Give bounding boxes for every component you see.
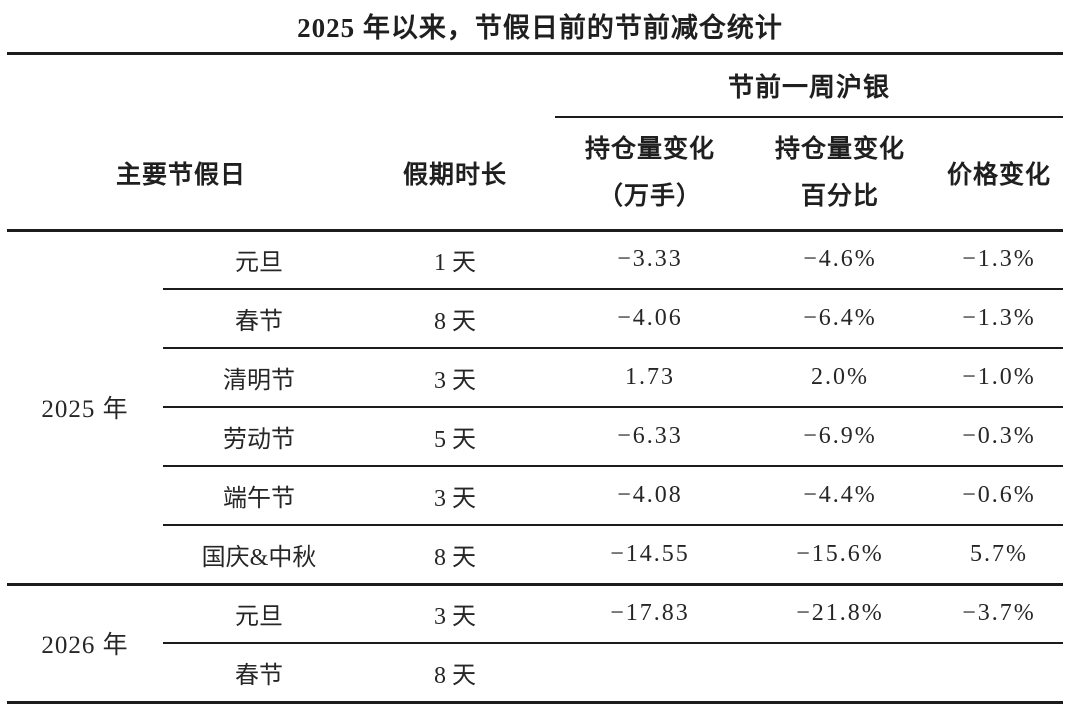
price-change-cell: −0.6%: [935, 466, 1064, 526]
oi-pct-cell: −4.4%: [745, 466, 935, 526]
oi-change-cell: −4.08: [555, 466, 745, 526]
oi-pct-cell: −6.9%: [745, 407, 935, 467]
oi-change-cell: [555, 643, 745, 702]
table-row: 春节 8 天 −4.06 −6.4% −1.3%: [7, 289, 1064, 349]
duration-cell: 3 天: [355, 348, 555, 408]
holiday-reduction-table: 节前一周沪银 主要节假日 假期时长 持仓量变化 （万手） 持仓量变化 百分比: [7, 52, 1064, 704]
holiday-cell: 劳动节: [163, 407, 355, 467]
oi-change-cell: −17.83: [555, 584, 745, 644]
table-row: 2025 年 元旦 1 天 −3.33 −4.6% −1.3%: [7, 230, 1064, 586]
col-header-price-change: 价格变化: [935, 116, 1064, 232]
holiday-cell: 春节: [163, 289, 355, 349]
duration-cell: 5 天: [355, 407, 555, 467]
duration-cell: 8 天: [355, 289, 555, 349]
col-header-duration: 假期时长: [355, 116, 555, 232]
table-row: 端午节 3 天 −4.08 −4.4% −0.6%: [7, 466, 1064, 526]
spanner-row: 节前一周沪银: [7, 53, 1064, 118]
col-header-oi-change: 持仓量变化 （万手）: [555, 116, 745, 232]
col-header-oi-pct: 持仓量变化 百分比: [745, 116, 935, 232]
oi-change-cell: −4.06: [555, 289, 745, 349]
oi-change-cell: −3.33: [555, 230, 745, 290]
spanner-spacer: [7, 54, 555, 117]
price-change-cell: −1.3%: [935, 230, 1064, 290]
oi-pct-cell: −4.6%: [745, 230, 935, 290]
duration-cell: 3 天: [355, 584, 555, 644]
oi-pct-cell: 2.0%: [745, 348, 935, 408]
oi-change-cell: −14.55: [555, 525, 745, 586]
holiday-cell: 国庆&中秋: [163, 525, 355, 586]
col-header-oi-pct-line1: 持仓量变化: [774, 136, 905, 163]
col-header-oi-change-line2: （万手）: [597, 183, 702, 210]
col-header-oi-pct-line2: 百分比: [800, 183, 879, 210]
table-row: 春节 8 天: [7, 643, 1063, 702]
col-header-oi-change-line1: 持仓量变化: [584, 136, 715, 163]
oi-change-cell: −6.33: [555, 407, 745, 467]
price-change-cell: −0.3%: [935, 407, 1064, 467]
price-change-cell: [935, 643, 1063, 702]
oi-pct-cell: −21.8%: [745, 584, 935, 644]
year-cell-2025: 2025 年: [7, 230, 163, 586]
duration-cell: 1 天: [355, 230, 555, 290]
holiday-cell: 端午节: [163, 466, 355, 526]
price-change-cell: −1.3%: [935, 289, 1064, 349]
price-change-cell: −1.0%: [935, 348, 1064, 408]
year-cell-2026: 2026 年: [41, 632, 129, 659]
table-row: 国庆&中秋 8 天 −14.55 −15.6% 5.7%: [7, 525, 1064, 586]
holiday-cell: 春节: [235, 662, 283, 689]
oi-pct-cell: −6.4%: [745, 289, 935, 349]
table-row: 劳动节 5 天 −6.33 −6.9% −0.3%: [7, 407, 1064, 467]
col-header-holiday: 主要节假日: [7, 116, 355, 232]
holiday-cell: 清明节: [163, 348, 355, 408]
oi-pct-cell: [745, 643, 935, 702]
table-row: 2026 年 元旦 3 天 −17.83 −21.8% −3.7%: [7, 584, 1064, 659]
holiday-cell: 元旦: [163, 584, 355, 644]
table-row: 清明节 3 天 1.73 2.0% −1.0%: [7, 348, 1064, 408]
column-header-row: 主要节假日 假期时长 持仓量变化 （万手） 持仓量变化 百分比 价格变化: [7, 116, 1064, 232]
oi-change-cell: 1.73: [555, 348, 745, 408]
oi-pct-cell: −15.6%: [745, 525, 935, 586]
duration-cell: 8 天: [434, 662, 476, 689]
spanner-label-silver-week: 节前一周沪银: [555, 53, 1064, 118]
duration-cell: 8 天: [355, 525, 555, 586]
table-title: 2025 年以来，节假日前的节前减仓统计: [297, 13, 783, 43]
holiday-cell: 元旦: [163, 230, 355, 290]
price-change-cell: −3.7%: [935, 584, 1064, 644]
duration-cell: 3 天: [355, 466, 555, 526]
price-change-cell: 5.7%: [935, 525, 1064, 586]
